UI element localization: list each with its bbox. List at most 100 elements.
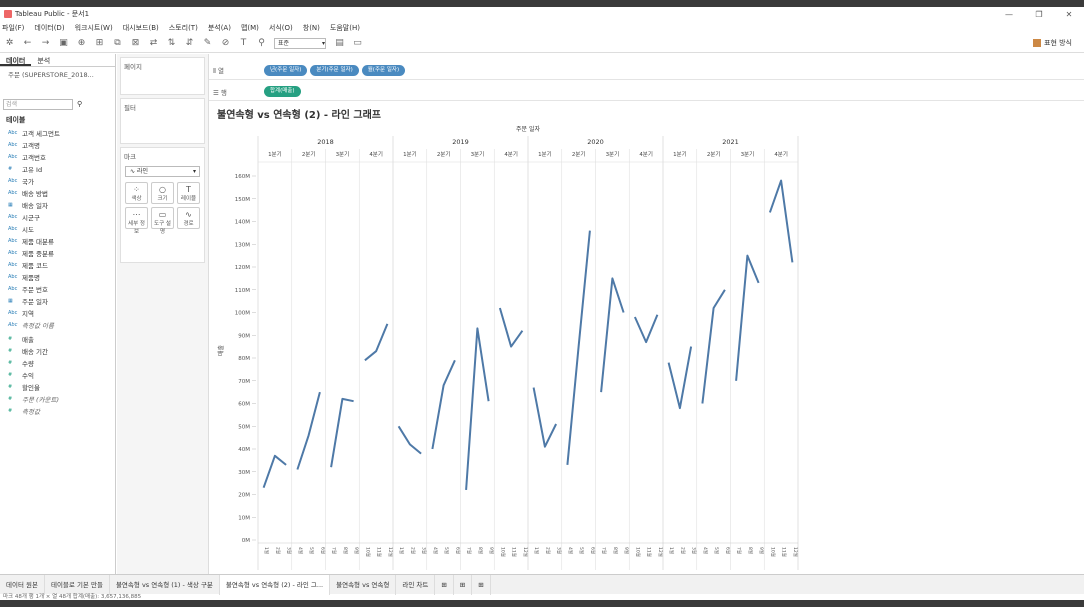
dimension-field[interactable]: Abc 시도 bbox=[0, 223, 115, 235]
pill-sum-sales[interactable]: 합계(매출) bbox=[264, 86, 301, 97]
menu-item-4[interactable]: 스토리(T) bbox=[168, 23, 198, 32]
dimension-field[interactable]: Abc 고객명 bbox=[0, 139, 115, 151]
show-me-button[interactable]: 표현 방식 bbox=[1033, 38, 1072, 48]
search-icon[interactable]: ⚲ bbox=[77, 100, 83, 108]
y-tick-label: 70M bbox=[238, 379, 250, 385]
tableau-home-icon[interactable]: ✲ bbox=[5, 37, 14, 48]
dimension-field[interactable]: # 고유 Id bbox=[0, 163, 115, 175]
field-name: 주문 일자 bbox=[22, 298, 48, 306]
dimension-field[interactable]: ▦ 주문 일자 bbox=[0, 295, 115, 307]
sheet-tab[interactable]: 불연속형 vs 연속형 (2) - 라인 그... bbox=[219, 574, 331, 595]
tab-data[interactable]: 데이터 bbox=[0, 54, 32, 66]
month-tick-label: 4월 bbox=[567, 547, 574, 554]
line-chart[interactable]: 주문 일자 2018 1분기 1월 2월 3월 2분기 4월 5월 6월 3분기 7월 8월 9월 4분기 1… bbox=[211, 104, 811, 574]
month-tick-label: 4월 bbox=[702, 547, 709, 554]
label-icon[interactable]: T bbox=[240, 37, 247, 48]
menu-item-9[interactable]: 도움말(H) bbox=[329, 23, 360, 32]
maximize-button[interactable]: ❐ bbox=[1035, 9, 1043, 19]
new-sheet-icon[interactable]: ⊞ bbox=[435, 574, 454, 595]
redo-icon[interactable]: → bbox=[41, 37, 50, 48]
clear-sheet-icon[interactable]: ⊠ bbox=[131, 37, 140, 48]
mark-button-도구설명[interactable]: ▭ 도구 설명 bbox=[151, 207, 174, 235]
measure-field[interactable]: # 할인율 bbox=[0, 381, 115, 393]
menu-item-1[interactable]: 데이터(D) bbox=[34, 23, 65, 32]
show-cards-icon[interactable]: ▤ bbox=[335, 37, 344, 48]
fit-select[interactable]: 표준 ▾ bbox=[274, 37, 326, 49]
dimension-field[interactable]: Abc 제품 중분류 bbox=[0, 247, 115, 259]
series-line bbox=[566, 230, 591, 465]
mark-button-경로[interactable]: ∿ 경로 bbox=[177, 207, 200, 229]
series-line bbox=[330, 397, 354, 468]
minimize-button[interactable]: — bbox=[1005, 9, 1013, 19]
save-icon[interactable]: ▣ bbox=[59, 37, 68, 48]
dimension-field[interactable]: Abc 제품명 bbox=[0, 271, 115, 283]
rows-shelf[interactable]: ☰ 행 합계(매출) bbox=[209, 83, 1084, 101]
menu-item-0[interactable]: 파일(F) bbox=[2, 23, 25, 32]
menu-item-6[interactable]: 맵(M) bbox=[240, 23, 259, 32]
sheet-tab[interactable]: 불연속형 vs 연속형 bbox=[330, 574, 397, 595]
pill-month[interactable]: 월(주문 일자) bbox=[361, 65, 406, 76]
dimension-field[interactable]: Abc 제품 대분류 bbox=[0, 235, 115, 247]
measure-field[interactable]: # 매출 bbox=[0, 333, 115, 345]
menu-item-5[interactable]: 분석(A) bbox=[207, 23, 231, 32]
tableau-window: Tableau Public - 문서1 — ❐ ✕ 파일(F) 데이터(D) 워크… bbox=[0, 7, 1084, 600]
sheet-tab[interactable]: 라인 차트 bbox=[396, 574, 436, 595]
pill-year[interactable]: 년(주문 일자) bbox=[264, 65, 308, 76]
presentation-icon[interactable]: ▭ bbox=[353, 37, 362, 48]
year-header: 2019 bbox=[452, 138, 469, 146]
highlight-icon[interactable]: ✎ bbox=[203, 37, 212, 48]
measure-field[interactable]: # 배송 기간 bbox=[0, 345, 115, 357]
measure-field[interactable]: # 수량 bbox=[0, 357, 115, 369]
sheet-tab[interactable]: 데이터 원본 bbox=[0, 574, 45, 595]
dimension-field[interactable]: Abc 고객 세그먼트 bbox=[0, 127, 115, 139]
dimension-field[interactable]: Abc 측정값 이름 bbox=[0, 319, 115, 331]
mark-type-select[interactable]: ∿ 라인 ▾ bbox=[125, 166, 200, 177]
dimension-field[interactable]: Abc 제품 코드 bbox=[0, 259, 115, 271]
field-name: 배송 일자 bbox=[22, 202, 48, 210]
quarter-header: 4분기 bbox=[639, 150, 653, 158]
new-datasource-icon[interactable]: ⊕ bbox=[77, 37, 86, 48]
duplicate-icon[interactable]: ⧉ bbox=[114, 37, 121, 48]
field-search-input[interactable]: 검색 bbox=[3, 98, 73, 110]
swap-icon[interactable]: ⇄ bbox=[149, 37, 158, 48]
menu-item-7[interactable]: 서식(O) bbox=[268, 23, 293, 32]
dimension-field[interactable]: Abc 시군구 bbox=[0, 211, 115, 223]
field-type-icon: Abc bbox=[8, 214, 18, 220]
group-icon[interactable]: ⊘ bbox=[221, 37, 230, 48]
menu-item-8[interactable]: 창(N) bbox=[302, 23, 320, 32]
sheet-tab[interactable]: 불연속형 vs 연속형 (1) - 색상 구분 bbox=[110, 574, 220, 595]
mark-button-크기[interactable]: ○ 크기 bbox=[151, 182, 174, 204]
measure-field[interactable]: # 주문 (카운트) bbox=[0, 393, 115, 405]
new-sheet-icon[interactable]: ⊞ bbox=[95, 37, 104, 48]
sheet-tab[interactable]: 테이블로 기본 만들 bbox=[45, 574, 110, 595]
sort-asc-icon[interactable]: ⇅ bbox=[167, 37, 176, 48]
datasource-item[interactable]: 주문 (SUPERSTORE_2018... bbox=[8, 71, 94, 79]
mark-button-색상[interactable]: ⁘ 색상 bbox=[125, 182, 148, 204]
close-button[interactable]: ✕ bbox=[1065, 9, 1073, 19]
columns-shelf[interactable]: ⦀ 열 년(주문 일자) 분기(주문 일자) 월(주문 일자) bbox=[209, 62, 1084, 80]
pin-icon[interactable]: ⚲ bbox=[258, 37, 265, 48]
menu-item-2[interactable]: 워크시트(W) bbox=[74, 23, 113, 32]
field-type-icon: # bbox=[8, 348, 13, 354]
dimension-field[interactable]: Abc 주문 번호 bbox=[0, 283, 115, 295]
filters-card[interactable]: 필터 bbox=[120, 98, 205, 144]
dimension-field[interactable]: Abc 국가 bbox=[0, 175, 115, 187]
dimension-field[interactable]: Abc 배송 방법 bbox=[0, 187, 115, 199]
measure-field[interactable]: # 측정값 bbox=[0, 405, 115, 417]
new-story-icon[interactable]: ⊞ bbox=[472, 574, 491, 595]
tab-analytics[interactable]: 분석 bbox=[37, 57, 51, 65]
mark-button-세부정보[interactable]: ⋯ 세부 정보 bbox=[125, 207, 148, 235]
dimension-field[interactable]: Abc 고객번호 bbox=[0, 151, 115, 163]
month-tick-label: 12월 bbox=[522, 547, 529, 557]
dimension-field[interactable]: Abc 지역 bbox=[0, 307, 115, 319]
menu-item-3[interactable]: 대시보드(B) bbox=[122, 23, 159, 32]
dimension-field[interactable]: ▦ 배송 일자 bbox=[0, 199, 115, 211]
quarter-header: 2분기 bbox=[302, 150, 316, 158]
new-dashboard-icon[interactable]: ⊞ bbox=[454, 574, 473, 595]
sort-desc-icon[interactable]: ⇵ bbox=[185, 37, 194, 48]
mark-button-레이블[interactable]: T 레이블 bbox=[177, 182, 200, 204]
pages-card[interactable]: 페이지 bbox=[120, 57, 205, 95]
measure-field[interactable]: # 수익 bbox=[0, 369, 115, 381]
pill-quarter[interactable]: 분기(주문 일자) bbox=[310, 65, 359, 76]
undo-icon[interactable]: ← bbox=[23, 37, 32, 48]
